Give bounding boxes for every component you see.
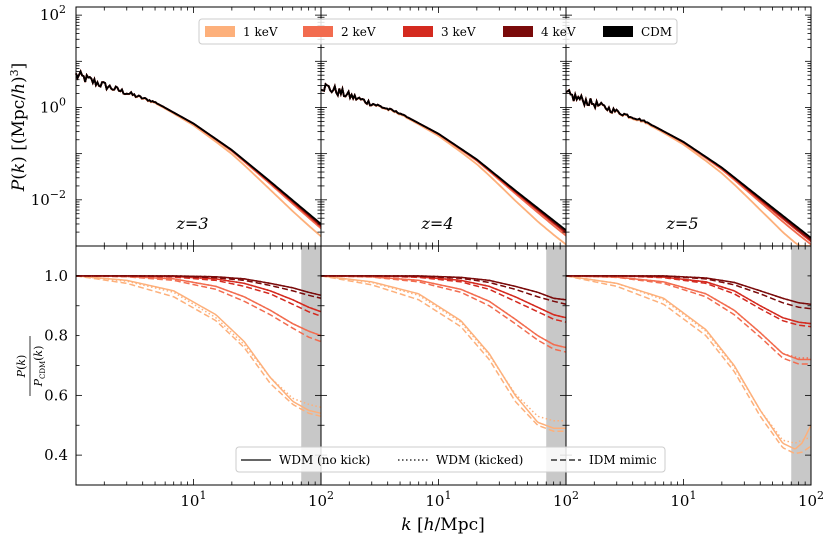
top-y-axis-label: P(k) [(Mpc/h)3] [8, 63, 29, 192]
ratio-line-1-keV-dotted [320, 275, 566, 422]
y-tick-label: 100 [40, 95, 66, 116]
y-tick-label: 0.8 [44, 327, 68, 345]
pk-line-1-keV [75, 69, 322, 238]
legend-label: IDM mimic [589, 453, 657, 467]
legend-models: 1 keV 2 keV 3 keV 4 keV CDM [198, 18, 678, 45]
ratio-line-4-keV-dashed [321, 275, 567, 305]
ratio-line-4-keV-dashed [76, 275, 322, 300]
ratio-line-2-keV-solid [565, 275, 811, 361]
y-tick-label: 0.4 [44, 446, 68, 464]
legend-box [198, 18, 678, 45]
panel-frames [75, 6, 812, 486]
panel-label: z=4 [420, 214, 453, 233]
x-tick-label: 101 [180, 489, 206, 510]
x-axis-label: k [h/Mpc] [401, 515, 484, 535]
y-tick-label: 1.0 [44, 267, 68, 285]
legend-box [235, 446, 666, 473]
legend-styles: WDM (no kick) WDM (kicked) IDM mimic [235, 446, 666, 473]
ratio-line-2-keV-solid [75, 275, 322, 337]
ratio-line-1-keV-dotted [565, 275, 812, 444]
axis-labels: z=3 101 102 z=4 101 102 z=5 101 102 102 100 10−2 1.0… [8, 3, 824, 535]
y-tick-label: 10−2 [31, 188, 66, 209]
legend-label: WDM (no kick) [279, 453, 370, 467]
pk-line-3-keV [320, 82, 567, 234]
panel-label: z=5 [665, 214, 698, 233]
ratio-line-1-keV-dashed [565, 275, 812, 455]
y-tick-label: 102 [40, 3, 66, 24]
ratio-line-1-keV-dashed [320, 275, 566, 432]
y-tick-label: 0.6 [44, 386, 68, 404]
legend-label: 1 keV [243, 25, 278, 39]
shaded-band [546, 246, 566, 485]
legend-label: 3 keV [441, 25, 476, 39]
ratio-line-1-keV-solid [320, 275, 566, 429]
ratio-line-2-keV-dotted [320, 275, 567, 349]
shaded-band [791, 246, 811, 485]
ratio-line-2-keV-dashed [565, 275, 811, 365]
ratio-line-1-keV-dotted [75, 275, 322, 409]
legend-label: 4 keV [541, 25, 576, 39]
x-tick-label: 102 [308, 489, 334, 510]
ratio-denominator: PCDM(k) [32, 346, 47, 388]
legend-label: CDM [641, 25, 672, 39]
ratio-numerator: P(k) [15, 355, 28, 379]
x-tick-label: 101 [425, 489, 451, 510]
legend-swatch [205, 26, 235, 37]
legend-swatch [403, 26, 433, 37]
legend-swatch [303, 26, 333, 37]
x-tick-label: 101 [670, 489, 696, 510]
legend-label: WDM (kicked) [436, 453, 523, 467]
ratio-line-2-keV-solid [320, 275, 567, 349]
ratio-line-4-keV-dashed [566, 275, 812, 310]
bottom-y-axis-label: P(k) PCDM(k) [15, 336, 47, 396]
ratio-line-1-keV-solid [565, 275, 812, 450]
ratio-line-1-keV-dashed [75, 275, 322, 418]
legend-label: 2 keV [341, 25, 376, 39]
ratio-line-2-keV-dashed [320, 275, 567, 353]
pk-line-2-keV [75, 69, 322, 230]
legend-swatch [503, 26, 533, 37]
pk-line-cdm [320, 82, 567, 231]
x-tick-label: 102 [798, 489, 824, 510]
pk-line-4-keV [320, 82, 567, 233]
legend-swatch [603, 26, 633, 37]
ratio-line-2-keV-dotted [75, 275, 322, 337]
panel-label: z=3 [175, 214, 208, 233]
pk-line-cdm [75, 69, 322, 225]
x-tick-label: 102 [553, 489, 579, 510]
bottom-row-lines [75, 246, 812, 485]
top-row-lines [75, 69, 812, 247]
pk-line-cdm [565, 88, 812, 239]
